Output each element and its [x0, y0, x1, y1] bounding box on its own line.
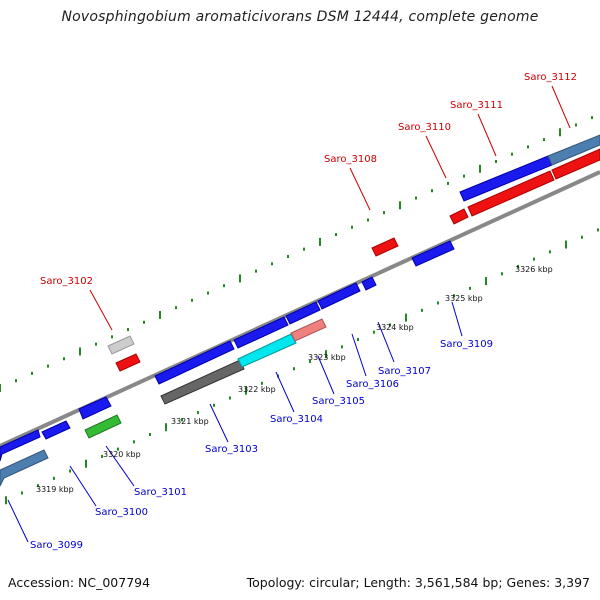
label-saro-3106: Saro_3106	[346, 379, 399, 390]
label-saro-3107: Saro_3107	[378, 366, 431, 377]
gene-saro-3112[interactable]	[551, 148, 600, 180]
forward-gene-labels: Saro_3099 Saro_3100 Saro_3101 Saro_3103 …	[30, 339, 493, 551]
label-saro-3104: Saro_3104	[270, 414, 323, 425]
gene-saro-3107b[interactable]	[361, 276, 377, 291]
ruler-label: 3326 kbp	[515, 265, 553, 274]
label-saro-3100: Saro_3100	[95, 507, 148, 518]
label-saro-3099: Saro_3099	[30, 540, 83, 551]
forward-genes	[0, 134, 600, 487]
ruler-label: 3319 kbp	[36, 485, 74, 494]
gene-saro-3108[interactable]	[371, 237, 399, 257]
tick-rows	[0, 116, 599, 505]
gene-saro-3112-forward[interactable]	[547, 134, 600, 166]
gene-saro-3102[interactable]	[107, 335, 135, 355]
gene-saro-3107[interactable]	[317, 282, 361, 310]
gene-saro-3110[interactable]	[449, 208, 469, 225]
gene-saro-3106b[interactable]	[290, 318, 327, 342]
gene-saro-3106[interactable]	[285, 301, 321, 325]
gene-saro-3100[interactable]	[41, 420, 71, 440]
ruler-labels: 3319 kbp 3320 kbp 3321 kbp 3322 kbp 3323…	[36, 265, 553, 494]
ruler-label: 3323 kbp	[308, 353, 346, 362]
label-saro-3110: Saro_3110	[398, 122, 451, 133]
gene-saro-3104[interactable]	[233, 316, 289, 349]
label-saro-3112: Saro_3112	[524, 72, 577, 83]
gene-saro-3101b[interactable]	[84, 414, 122, 439]
ruler-label: 3324 kbp	[376, 323, 414, 332]
label-saro-3108: Saro_3108	[324, 154, 377, 165]
leader-lines	[7, 85, 571, 543]
accession-text: Accession: NC_007794	[8, 575, 151, 590]
label-saro-3109: Saro_3109	[440, 339, 493, 350]
gene-saro-3099b[interactable]	[0, 449, 49, 487]
label-saro-3102: Saro_3102	[40, 276, 93, 287]
ruler-label: 3322 kbp	[238, 385, 276, 394]
label-saro-3103: Saro_3103	[205, 444, 258, 455]
label-saro-3111: Saro_3111	[450, 100, 503, 111]
ruler-label: 3320 kbp	[103, 450, 141, 459]
gene-saro-3101[interactable]	[78, 396, 112, 420]
label-saro-3105: Saro_3105	[312, 396, 365, 407]
ruler-label: 3321 kbp	[171, 417, 209, 426]
ruler-label: 3325 kbp	[445, 294, 483, 303]
gene-saro-3105[interactable]	[237, 333, 297, 368]
gene-saro-3099[interactable]	[0, 429, 41, 462]
gene-saro-3109[interactable]	[411, 240, 455, 267]
reverse-gene-labels: Saro_3102 Saro_3108 Saro_3110 Saro_3111 …	[40, 72, 577, 287]
gene-saro-3103b[interactable]	[160, 359, 245, 405]
gene-saro-3111[interactable]	[467, 170, 555, 217]
label-saro-3101: Saro_3101	[134, 487, 187, 498]
gene-saro-3103[interactable]	[154, 340, 235, 385]
map-title: Novosphingobium aromaticivorans DSM 1244…	[61, 9, 539, 25]
reverse-genes	[107, 148, 600, 372]
gene-saro-3102b[interactable]	[115, 353, 141, 372]
genome-summary-text: Topology: circular; Length: 3,561,584 bp…	[246, 575, 590, 590]
